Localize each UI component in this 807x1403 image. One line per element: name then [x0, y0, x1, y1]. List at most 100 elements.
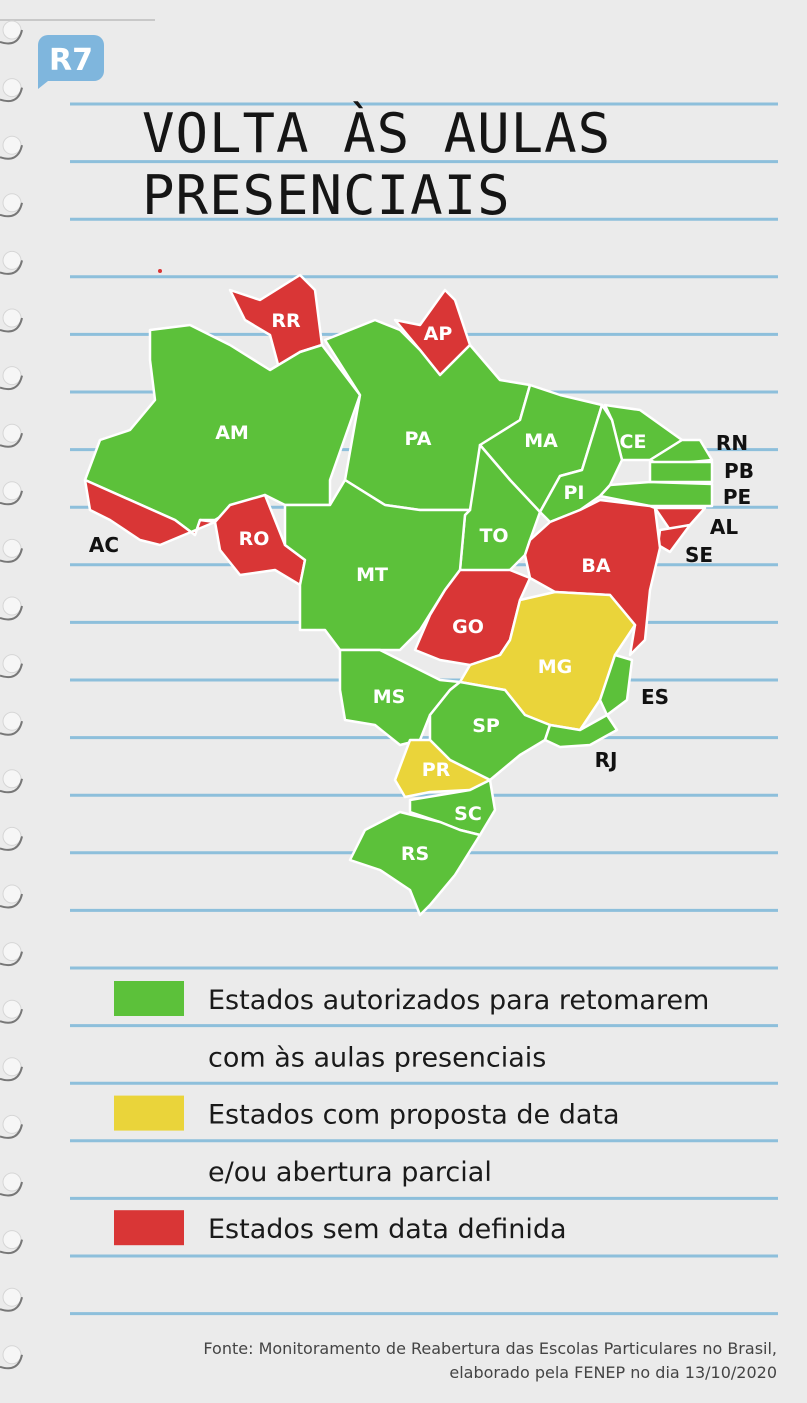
ring-hole — [2, 308, 22, 328]
logo-bubble — [38, 35, 104, 89]
ring — [0, 260, 23, 275]
ring-hole — [2, 366, 22, 386]
state-label: PE — [723, 485, 751, 509]
state-label: BA — [581, 555, 610, 577]
legend-swatch — [114, 1095, 184, 1131]
state-label: AM — [215, 422, 249, 444]
ring — [0, 836, 23, 851]
ring-hole — [2, 481, 22, 501]
state-label: PI — [564, 482, 585, 504]
ring-hole — [2, 193, 22, 213]
legend-text: Estados sem data definida — [208, 1214, 567, 1245]
ring-hole — [2, 250, 22, 270]
state-label: RR — [271, 310, 301, 332]
ring — [0, 1354, 23, 1370]
ring-hole — [2, 135, 22, 155]
state-shape — [213, 493, 307, 587]
state-label: CE — [620, 431, 647, 453]
state-label: RJ — [595, 748, 618, 772]
ring — [0, 375, 23, 391]
ring-hole — [2, 1230, 22, 1250]
ring — [0, 951, 23, 967]
ring-hole — [2, 884, 22, 904]
legend-text: Estados com proposta de data — [208, 1100, 620, 1131]
legend: Estados autorizados para retomarem com às… — [114, 981, 709, 1246]
ring — [0, 893, 23, 909]
ring-hole — [2, 1114, 22, 1134]
state-label: AL — [710, 515, 738, 539]
state-label: TO — [479, 525, 508, 547]
ring — [0, 317, 23, 333]
ring — [0, 1008, 23, 1024]
legend-text: e/ou abertura parcial — [208, 1157, 492, 1188]
ring — [0, 1124, 23, 1139]
ring — [0, 29, 23, 45]
ring-hole — [2, 596, 22, 616]
ring-hole — [2, 769, 22, 789]
logo: R7 — [38, 35, 104, 89]
source-text: Fonte: Monitoramento de Reabertura das E… — [203, 1339, 777, 1358]
state-shape — [648, 460, 714, 484]
state-label: AC — [89, 533, 119, 557]
state-label: MG — [538, 656, 573, 678]
ring-hole — [2, 1345, 22, 1365]
ring — [0, 1181, 23, 1197]
ring-hole — [2, 999, 22, 1019]
ring-hole — [2, 826, 22, 846]
logo-text: R7 — [49, 43, 93, 78]
state-label: SP — [472, 715, 500, 737]
ring — [0, 605, 23, 621]
ring — [0, 1296, 23, 1312]
ring — [0, 87, 23, 103]
legend-swatch — [114, 1210, 184, 1246]
ring-hole — [2, 423, 22, 443]
ring — [0, 432, 23, 448]
title-line: VOLTA ÀS AULAS — [142, 102, 611, 165]
legend-swatch — [114, 981, 184, 1016]
ring-hole — [2, 1172, 22, 1192]
ring-hole — [2, 711, 22, 731]
ring — [0, 548, 23, 563]
dot — [158, 269, 162, 273]
ring-hole — [2, 654, 22, 674]
ring — [0, 663, 23, 679]
ring — [0, 778, 23, 794]
state-label: SC — [454, 803, 482, 825]
state-label: PR — [422, 759, 451, 781]
state-label: PA — [405, 428, 432, 450]
state-shape — [598, 653, 634, 717]
ring-hole — [2, 20, 22, 40]
ring — [0, 720, 23, 736]
title-line: PRESENCIAIS — [142, 164, 511, 227]
ring — [0, 144, 23, 160]
legend-text: Estados autorizados para retomarem — [208, 985, 709, 1016]
state-label: ES — [641, 685, 669, 709]
source-text: elaborado pela FENEP no dia 13/10/2020 — [449, 1363, 777, 1382]
state-shape — [523, 498, 662, 657]
ring — [0, 1066, 23, 1082]
state-shape — [83, 478, 217, 547]
ring-hole — [2, 942, 22, 962]
state-label: MS — [373, 686, 406, 708]
state-label: SE — [685, 543, 713, 567]
state-label: PB — [724, 459, 754, 483]
ring — [0, 490, 23, 506]
ring-hole — [2, 538, 22, 558]
state-label: GO — [452, 616, 484, 638]
state-label: AP — [424, 323, 453, 345]
state-label: MA — [524, 430, 558, 452]
ring-hole — [2, 78, 22, 98]
legend-text: com às aulas presenciais — [208, 1042, 546, 1073]
state-label: RN — [716, 431, 748, 455]
ring — [0, 1239, 23, 1255]
ring — [0, 202, 23, 218]
state-label: RO — [239, 528, 270, 550]
state-shape — [543, 713, 619, 749]
state-shape — [348, 810, 482, 917]
ring-hole — [2, 1287, 22, 1307]
state-label: MT — [356, 564, 388, 586]
state-label: RS — [401, 843, 429, 865]
ring-hole — [2, 1057, 22, 1077]
